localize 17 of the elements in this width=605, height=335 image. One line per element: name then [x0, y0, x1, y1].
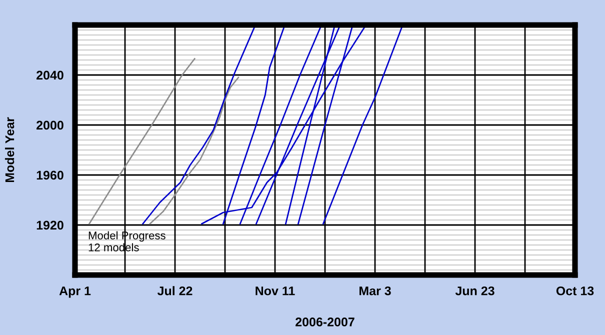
x-tick-label: Nov 11	[256, 286, 295, 296]
line-series	[322, 25, 404, 224]
y-axis-title: Model Year	[4, 117, 14, 182]
line-series	[142, 25, 256, 224]
x-tick-label: Jul 22	[157, 286, 192, 296]
y-tick-label: 2040	[36, 70, 64, 80]
x-tick-label: Oct 13	[556, 286, 594, 296]
x-tick-label: Apr 1	[59, 286, 91, 298]
x-axis-title: 2006-2007	[296, 318, 354, 326]
y-tick-label: 1920	[36, 220, 64, 230]
y-tick-label: 2000	[36, 120, 64, 130]
line-series	[88, 58, 196, 224]
x-tick-label: Jun 23	[455, 286, 494, 296]
line-series	[149, 76, 240, 224]
x-tick-label: Mar 3	[360, 286, 391, 296]
y-tick-label: 1960	[36, 170, 64, 180]
line-series	[201, 26, 366, 224]
